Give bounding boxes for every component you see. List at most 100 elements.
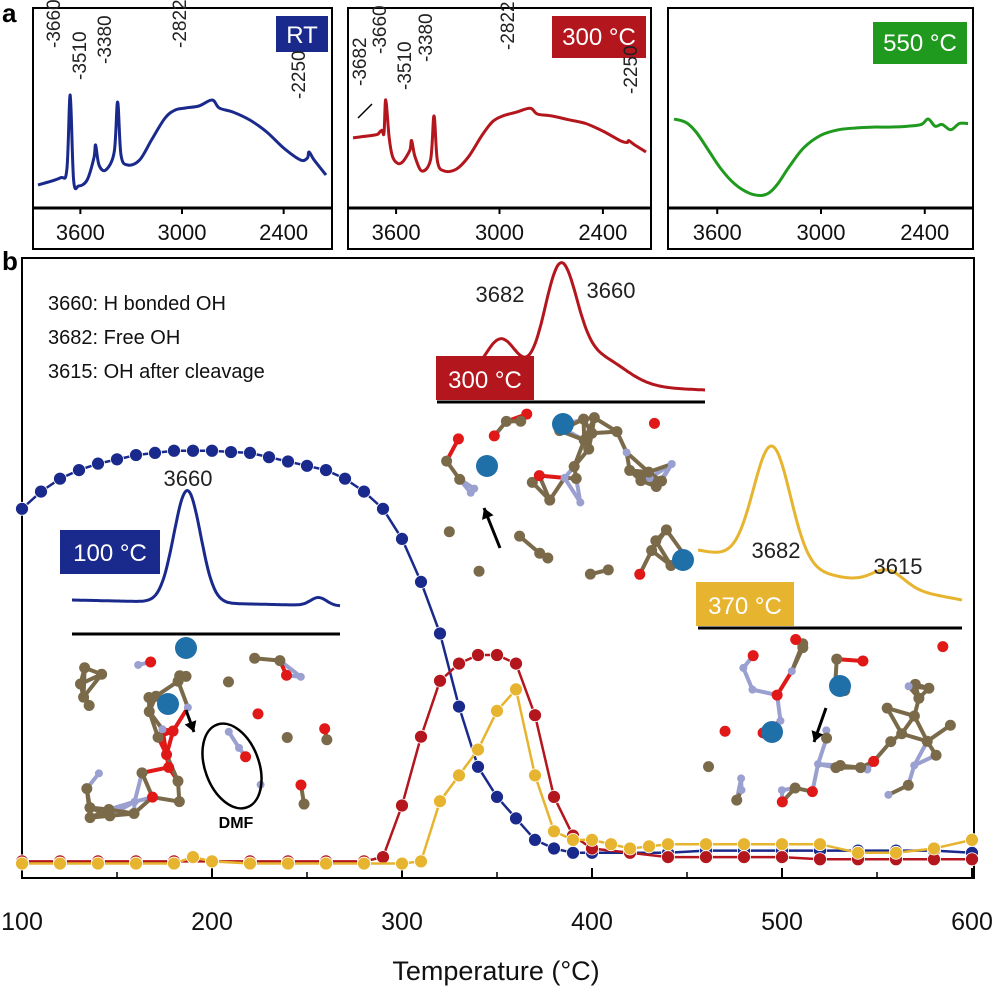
panel-letter-a: a (2, 0, 17, 28)
data-point (491, 790, 504, 803)
inset-peak-label: 3615 (874, 554, 923, 579)
metal-atom (175, 637, 197, 659)
atom (544, 495, 555, 506)
atom (739, 664, 747, 672)
atom (184, 703, 192, 711)
data-point (928, 842, 941, 855)
x-tick-label: 300 (381, 908, 423, 936)
atom (790, 782, 801, 793)
data-point (700, 851, 713, 864)
atom (778, 786, 786, 794)
x-tick-label: 3600 (372, 220, 421, 245)
atom (173, 676, 184, 687)
atom (85, 812, 96, 823)
inset-peak-label: 3660 (164, 466, 213, 491)
data-point (320, 857, 333, 870)
atom (282, 732, 293, 743)
atom (603, 564, 614, 575)
data-point (168, 444, 181, 457)
atom (703, 761, 714, 772)
data-point (548, 842, 561, 855)
data-point (738, 838, 751, 851)
atom (172, 776, 183, 787)
atom (95, 769, 103, 777)
atom (896, 728, 907, 739)
x-tick-label: 2400 (900, 220, 949, 245)
data-point (282, 455, 295, 468)
peak-label: -3660 (370, 5, 391, 54)
atom (569, 461, 580, 472)
data-point (434, 627, 447, 640)
atom (814, 760, 822, 768)
atom (903, 780, 914, 791)
atom (884, 791, 892, 799)
atom (835, 760, 846, 771)
atom (474, 566, 485, 577)
peak-label: -3510 (395, 41, 416, 90)
atom (661, 524, 672, 535)
x-tick-label: 600 (951, 908, 993, 936)
atom (772, 690, 783, 701)
x-tick-label: 500 (761, 908, 803, 936)
atom (299, 799, 310, 810)
peak-label: -2822 (170, 0, 191, 48)
x-tick-label: 3600 (56, 220, 105, 245)
data-point (377, 502, 390, 515)
inset-peak-label: 3660 (587, 278, 636, 303)
atom (576, 498, 584, 506)
data-point (244, 857, 257, 870)
atom (223, 676, 234, 687)
data-point (149, 446, 162, 459)
atom (868, 756, 879, 767)
data-point (73, 464, 86, 477)
data-point (700, 838, 713, 851)
data-point (738, 851, 751, 864)
inset-badge-text: 300 °C (448, 367, 522, 394)
data-point (434, 795, 447, 808)
data-point (472, 760, 485, 773)
x-tick-label: 400 (571, 908, 613, 936)
x-axis-label: Temperature (°C) (392, 956, 599, 986)
atom (611, 426, 622, 437)
data-point (890, 846, 903, 859)
inset-peak-label: 3682 (476, 282, 525, 307)
atom (295, 780, 306, 791)
data-point (415, 575, 428, 588)
atom (571, 473, 582, 484)
inset-peak-label: 3682 (752, 538, 801, 563)
x-tick-label: 3000 (797, 220, 846, 245)
atom (79, 662, 90, 673)
data-point (396, 799, 409, 812)
metal-atom (761, 721, 783, 743)
data-point (510, 683, 523, 696)
panel-letter-b: b (2, 246, 18, 276)
dmf-label: DMF (219, 815, 254, 832)
atom (855, 762, 866, 773)
atom (656, 476, 667, 487)
data-point (225, 446, 238, 459)
peak-label: -3380 (95, 15, 116, 64)
atom (720, 726, 731, 737)
data-point (35, 485, 48, 498)
atom (161, 749, 172, 760)
data-point (54, 857, 67, 870)
atom (585, 569, 596, 580)
atom (168, 726, 179, 737)
atom (909, 710, 920, 721)
atom (96, 669, 107, 680)
leader-line (358, 104, 372, 118)
data-point (244, 446, 257, 459)
peak-label: -3380 (416, 13, 437, 62)
spectrum-line (38, 95, 326, 189)
data-point (358, 857, 371, 870)
peak-label: -3510 (70, 31, 91, 80)
atom (649, 418, 660, 429)
atom (882, 703, 893, 714)
data-point (567, 833, 580, 846)
atom (75, 678, 86, 689)
atom (910, 761, 918, 769)
metal-atom (157, 693, 179, 715)
atom (807, 786, 818, 797)
title-badge-text: 550 °C (883, 30, 957, 57)
